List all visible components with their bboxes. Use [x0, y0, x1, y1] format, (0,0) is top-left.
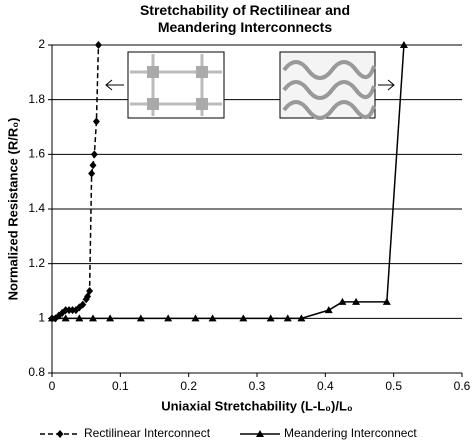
marker	[86, 287, 94, 295]
legend-label: Rectilinear Interconnect	[84, 426, 211, 440]
series-line	[52, 44, 100, 320]
x-tick-label: 0	[49, 379, 56, 393]
marker	[92, 117, 100, 126]
marker	[239, 314, 248, 322]
y-axis-label: Normalized Resistance (R/R₀)	[5, 118, 20, 301]
marker	[266, 314, 275, 322]
marker	[48, 314, 56, 322]
marker	[399, 41, 408, 48]
legend-marker	[256, 430, 264, 437]
x-tick-label: 0.5	[385, 379, 402, 393]
y-tick-label: 1.4	[28, 201, 45, 215]
marker	[283, 314, 292, 322]
arrows	[105, 79, 395, 91]
marker	[338, 297, 347, 305]
marker	[382, 297, 391, 305]
marker	[297, 314, 306, 322]
marker	[90, 150, 98, 159]
y-tick-label: 2	[38, 37, 45, 51]
legend-label: Meandering Interconnect	[284, 426, 417, 440]
legend-marker	[56, 430, 64, 438]
marker	[89, 314, 97, 322]
marker	[61, 314, 70, 322]
y-tick-label: 1.6	[28, 147, 45, 161]
y-tick-label: 1.2	[28, 256, 45, 270]
marker	[79, 300, 87, 309]
marker	[136, 314, 145, 322]
x-tick-label: 0.1	[112, 379, 129, 393]
marker	[191, 314, 200, 322]
x-tick-label: 0.3	[249, 379, 266, 393]
pads	[147, 66, 208, 110]
marker	[75, 314, 84, 322]
x-tick-label: 0.6	[454, 379, 471, 393]
x-tick-label: 0.2	[180, 379, 197, 393]
x-tick-label: 0.4	[317, 379, 334, 393]
marker	[164, 314, 173, 322]
x-axis-label: Uniaxial Stretchability (L-L₀)/L₀	[161, 398, 353, 413]
marker	[324, 306, 333, 314]
inset-meandering	[279, 51, 376, 120]
inset-frame	[127, 51, 225, 119]
marker	[88, 169, 96, 178]
marker	[208, 314, 217, 322]
marker	[89, 161, 97, 170]
inset-rectilinear	[127, 51, 225, 119]
y-tick-label: 1.8	[28, 92, 45, 106]
chart-title: Stretchability of Rectilinear and Meande…	[139, 2, 351, 35]
y-tick-label: 1	[38, 311, 45, 325]
y-tick-label: 0.8	[28, 365, 45, 379]
meander	[282, 60, 376, 120]
marker	[106, 314, 115, 322]
plot: 0.8 1 1.2 1.4 1.6 1.8 2 0 0.1 0.2 0.3 0.4 0.5 0.6 Unia…	[5, 37, 470, 440]
marker	[352, 297, 361, 305]
marker	[94, 41, 102, 49]
